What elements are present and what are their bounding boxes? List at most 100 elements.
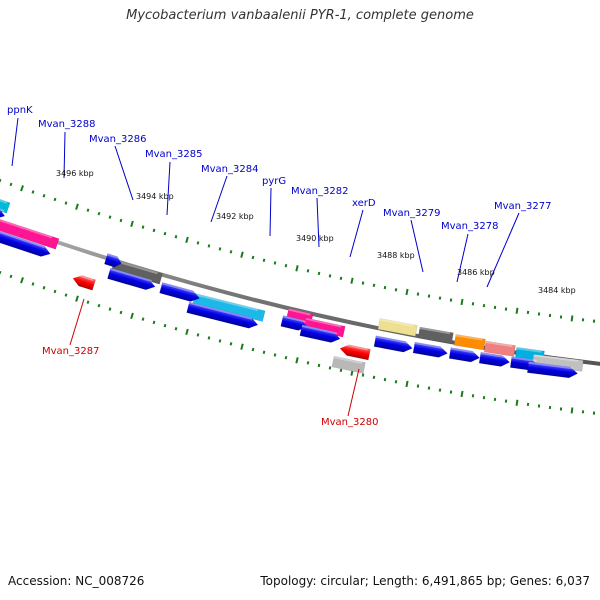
tick-mark-lower [273, 353, 277, 357]
gene-label: Mvan_3286 [89, 134, 146, 145]
gene-label: Mvan_3284 [201, 164, 258, 175]
feature-highlight [0, 225, 46, 249]
tick-mark-lower [163, 323, 167, 328]
tick-mark-upper [504, 307, 508, 311]
tick-mark-lower [394, 380, 398, 384]
genome-summary-text: Topology: circular; Length: 6,491,865 bp… [260, 574, 590, 588]
tick-mark-upper [229, 250, 233, 254]
tick-mark-upper [42, 194, 46, 198]
tick-mark-lower [141, 317, 145, 321]
tick-mark-upper [284, 263, 288, 268]
tick-mark-upper [493, 305, 497, 310]
tick-mark-upper [306, 269, 310, 273]
gene-label: ppnK [7, 105, 33, 116]
tick-mark-lower [317, 363, 321, 368]
tick-mark-upper [438, 296, 442, 300]
gene-label: Mvan_3287 [42, 346, 99, 357]
tick-mark-upper [372, 283, 376, 288]
tick-mark-upper [471, 302, 475, 306]
feature-highlight [480, 352, 508, 359]
tick-mark-lower [427, 386, 431, 390]
tick-mark-upper [570, 315, 574, 322]
gene-callout-line [11, 117, 19, 167]
tick-mark-upper [361, 281, 365, 285]
tick-mark-upper [9, 182, 13, 187]
tick-mark-upper [383, 285, 387, 290]
tick-mark-upper [141, 225, 145, 229]
tick-mark-upper [526, 310, 530, 315]
tick-mark-lower [185, 328, 189, 336]
gene-callout-line [410, 219, 424, 273]
gene-arrow-forward [0, 225, 51, 257]
tick-mark-upper [350, 277, 354, 284]
tick-mark-upper [328, 274, 332, 278]
gene-arrow-forward [299, 324, 341, 343]
gene-callout-line [166, 161, 171, 216]
feature-highlight [305, 317, 342, 328]
feature-orange [453, 334, 486, 351]
tick-mark-upper [240, 251, 244, 258]
feature-salmon [483, 340, 516, 357]
tick-mark-upper [152, 228, 156, 233]
tick-mark-upper [174, 235, 178, 239]
feature-gray-dark [417, 326, 454, 344]
feature-highlight [455, 334, 483, 341]
tick-mark-upper [130, 220, 134, 228]
gene-callout-line [486, 212, 520, 288]
tick-mark-upper [86, 208, 90, 212]
feature-highlight [419, 326, 451, 335]
feature-gray-light [331, 355, 366, 374]
accession-text: Accession: NC_008726 [8, 574, 145, 588]
tick-labels: 3496 kbp 3494 kbp 3492 kbp 3490 kbp 3488 kbp… [56, 169, 576, 295]
feature-highlight [0, 216, 53, 239]
tick-mark-upper [405, 288, 409, 296]
tick-mark-lower [86, 300, 90, 304]
tick-mark-upper [548, 313, 552, 318]
tick-mark-upper [20, 185, 24, 192]
tick-mark-lower [262, 350, 266, 354]
tick-mark-lower [405, 380, 409, 388]
gene-callout-line [269, 187, 272, 237]
feature-highlight [194, 293, 259, 312]
tick-mark-upper [273, 261, 277, 265]
tick-mark-upper [218, 247, 222, 251]
tick-mark-lower [130, 312, 134, 320]
tick-mark-lower [0, 270, 2, 275]
tick-mark-lower [416, 384, 420, 388]
tick-mark-upper [119, 218, 123, 223]
tick-mark-lower [548, 405, 552, 410]
tick-mark-upper [75, 203, 79, 210]
gene-callout-line [114, 145, 134, 201]
tick-mark-upper [449, 298, 453, 302]
tick-label: 3490 kbp [296, 234, 334, 243]
gene-label: Mvan_3280 [321, 417, 378, 428]
feature-highlight [301, 324, 338, 335]
gene-arrow-forward [107, 267, 156, 291]
gene-label: Mvan_3285 [145, 149, 202, 160]
tick-mark-lower [9, 274, 13, 279]
feature-highlight [450, 347, 478, 354]
tick-mark-lower [559, 407, 563, 411]
feature-highlight [379, 318, 414, 327]
gene-arrow-forward [412, 341, 448, 358]
tick-mark-lower [438, 388, 442, 392]
tick-mark-lower [581, 410, 585, 414]
tick-mark-lower [328, 366, 332, 370]
tick-mark-lower [570, 407, 574, 414]
tick-mark-lower [20, 277, 24, 284]
gene-label: Mvan_3282 [291, 186, 348, 197]
gene-callout-line [69, 298, 85, 346]
gene-callout-line [456, 233, 469, 283]
tick-mark-lower [42, 286, 46, 290]
feature-highlight [288, 308, 311, 316]
gene-label: Mvan_3288 [38, 119, 95, 130]
tick-mark-lower [471, 394, 475, 398]
tick-mark-upper [416, 292, 420, 296]
feature-highlight [516, 347, 542, 353]
tick-mark-lower [383, 377, 387, 382]
gene-label: xerD [352, 198, 376, 209]
tick-mark-lower [537, 404, 541, 408]
tick-mark-upper [108, 215, 112, 219]
gene-callout-line [63, 131, 66, 179]
gene-arrow-forward [527, 361, 579, 379]
